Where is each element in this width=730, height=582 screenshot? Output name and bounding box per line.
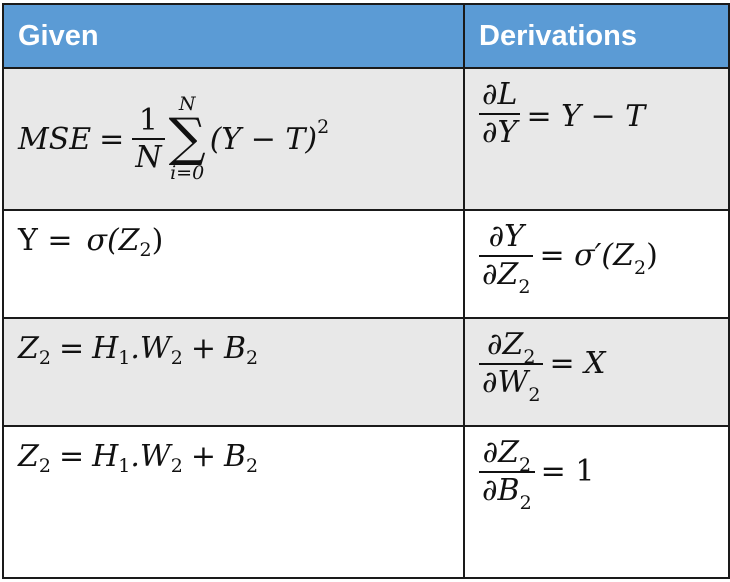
- fraction-denominator: N: [132, 138, 165, 174]
- z-subscript: 2: [139, 238, 152, 261]
- sigmoid-formula: Y = σ(Z 2): [4, 211, 463, 261]
- derivative-numerator: ∂Z2: [487, 327, 536, 368]
- derivative-fraction: ∂Z2 ∂B2: [479, 435, 535, 512]
- derivation-cell: ∂Y ∂Z2 = σ′(Z2): [463, 209, 730, 319]
- derivative-denominator: ∂Z2: [479, 254, 534, 296]
- sigma-symbol: ∑: [168, 108, 206, 169]
- header-row: Given Derivations: [2, 3, 730, 69]
- derivative-result: = X: [549, 346, 606, 381]
- sum-upper-limit: N: [178, 93, 196, 116]
- derivation-cell: ∂Z2 ∂W2 = X: [463, 317, 730, 427]
- close-paren: ): [151, 223, 164, 258]
- derivative-denominator: ∂B2: [479, 470, 535, 512]
- header-derivations: Derivations: [463, 3, 730, 69]
- one-over-n-fraction: 1 N: [132, 102, 165, 174]
- mse-formula: MSE = 1 N N ∑ i=0 (Y − T) 2: [4, 69, 463, 203]
- sum-lower-limit: i=0: [170, 161, 205, 184]
- table-row: MSE = 1 N N ∑ i=0 (Y − T) 2 ∂L ∂Y: [2, 67, 730, 211]
- given-cell: MSE = 1 N N ∑ i=0 (Y − T) 2: [2, 67, 465, 211]
- equations-table: Given Derivations MSE = 1 N N ∑ i=0 (Y −…: [2, 3, 730, 579]
- derivative-fraction: ∂Y ∂Z2: [479, 219, 534, 296]
- sigma-function: σ(Z: [86, 223, 140, 258]
- y-equals: Y =: [18, 223, 73, 258]
- derivative-numerator: ∂L: [482, 77, 518, 112]
- given-cell: Y = σ(Z 2): [2, 209, 465, 319]
- dy-dz2-derivative: ∂Y ∂Z2 = σ′(Z2): [465, 211, 728, 296]
- summation: N ∑ i=0: [169, 95, 206, 182]
- equals-sign: =: [99, 121, 125, 157]
- derivation-cell: ∂L ∂Y = Y − T: [463, 67, 730, 211]
- table-row: Y = σ(Z 2) ∂Y ∂Z2 = σ′(Z2): [2, 209, 730, 319]
- dz2-dw2-derivative: ∂Z2 ∂W2 = X: [465, 319, 728, 404]
- derivative-result: = σ′(Z2): [539, 238, 658, 279]
- derivative-result: = Y − T: [526, 99, 646, 134]
- derivative-numerator: ∂Z2: [482, 435, 532, 476]
- derivative-fraction: ∂L ∂Y: [479, 77, 521, 149]
- dl-dy-derivative: ∂L ∂Y = Y − T: [465, 69, 728, 148]
- derivative-result: = 1: [540, 454, 595, 489]
- derivative-denominator: ∂Y: [479, 112, 521, 149]
- sum-body: (Y − T): [209, 121, 318, 157]
- dz2-db2-derivative: ∂Z2 ∂B2 = 1: [465, 427, 728, 512]
- mse-label: MSE: [18, 121, 92, 157]
- derivative-fraction: ∂Z2 ∂W2: [479, 327, 544, 404]
- derivation-cell: ∂Z2 ∂B2 = 1: [463, 425, 730, 579]
- power-exponent: 2: [317, 116, 330, 138]
- header-given: Given: [2, 3, 465, 69]
- derivative-denominator: ∂W2: [479, 362, 544, 404]
- derivative-numerator: ∂Y: [488, 219, 524, 254]
- fraction-numerator: 1: [138, 102, 158, 138]
